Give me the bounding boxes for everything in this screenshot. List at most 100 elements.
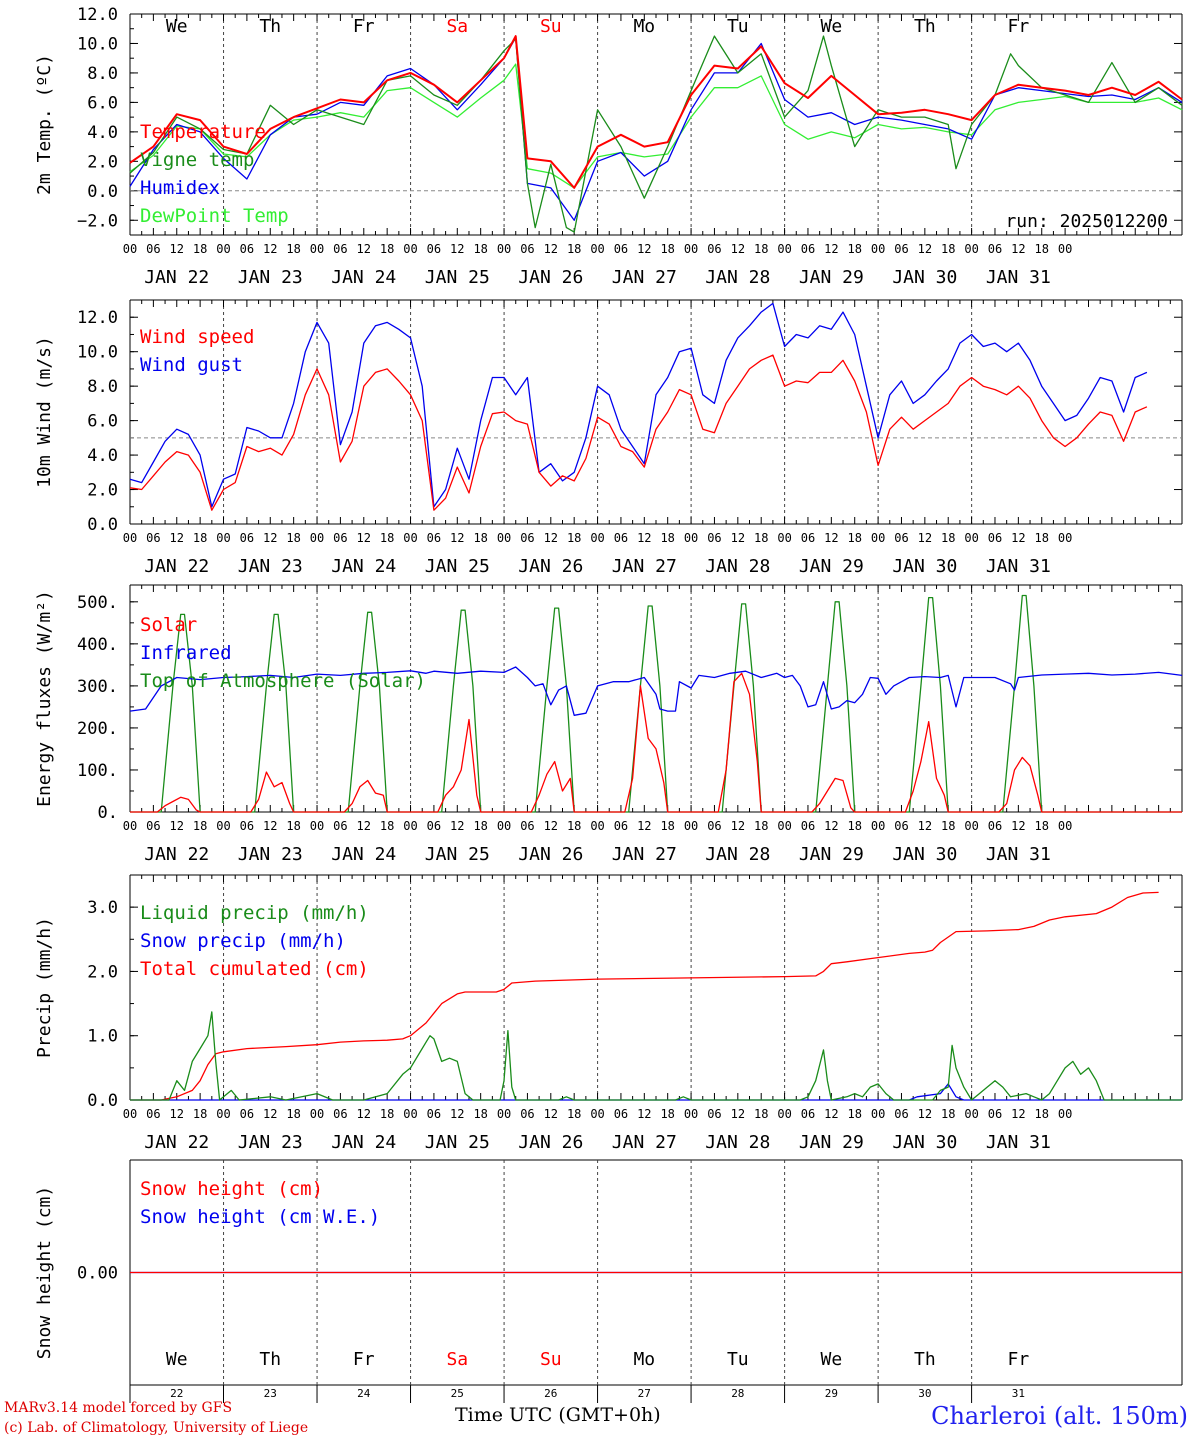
date-label: JAN 26: [518, 844, 583, 865]
hour-tick-label: 18: [567, 1107, 581, 1121]
weekday-label: Fr: [353, 1349, 375, 1370]
hour-tick-label: 18: [567, 531, 581, 545]
legend-entry: Wind gust: [140, 354, 243, 376]
hour-tick-label: 18: [1035, 242, 1049, 256]
hour-tick-label: 00: [497, 819, 511, 833]
date-label: JAN 31: [986, 556, 1051, 577]
hour-tick-label: 00: [216, 531, 230, 545]
y-tick-label: 2.0: [87, 962, 118, 982]
hour-tick-label: 18: [193, 819, 207, 833]
hour-tick-label: 12: [170, 531, 184, 545]
hour-tick-label: 18: [941, 531, 955, 545]
hour-tick-label: 18: [754, 1107, 768, 1121]
hour-tick-label: 12: [637, 1107, 651, 1121]
legend-entry: Solar: [140, 614, 197, 636]
hour-tick-label: 00: [497, 531, 511, 545]
weekday-label: Su: [540, 1349, 562, 1370]
hour-tick-label: 18: [473, 819, 487, 833]
hour-tick-label: 00: [123, 819, 137, 833]
date-label: JAN 25: [425, 556, 490, 577]
hour-tick-label: 06: [427, 242, 441, 256]
y-tick-label: 12.0: [77, 308, 118, 328]
hour-tick-label: 00: [871, 531, 885, 545]
hour-tick-label: 06: [240, 531, 254, 545]
date-label: JAN 23: [238, 267, 303, 288]
hour-tick-label: 00: [684, 531, 698, 545]
hour-tick-label: 06: [988, 242, 1002, 256]
hour-tick-label: 06: [801, 1107, 815, 1121]
hour-tick-label: 12: [357, 531, 371, 545]
day-number-label: 28: [731, 1387, 744, 1400]
hour-tick-label: 12: [357, 242, 371, 256]
y-tick-label: 200.: [77, 719, 118, 739]
hour-tick-label: 18: [473, 531, 487, 545]
hour-tick-label: 18: [380, 819, 394, 833]
hour-tick-label: 06: [894, 1107, 908, 1121]
hour-tick-label: 06: [988, 819, 1002, 833]
weekday-label: We: [166, 16, 188, 37]
date-label: JAN 28: [705, 1132, 770, 1153]
hour-tick-label: 00: [1058, 531, 1072, 545]
hour-tick-label: 00: [497, 1107, 511, 1121]
series-line-liquid-precip-mm-h-: [130, 1011, 1182, 1101]
hour-tick-label: 18: [941, 242, 955, 256]
date-label: JAN 26: [518, 1132, 583, 1153]
hour-tick-label: 12: [918, 242, 932, 256]
hour-tick-label: 18: [567, 819, 581, 833]
hour-tick-label: 06: [146, 819, 160, 833]
y-tick-label: 0.0: [87, 182, 118, 202]
hour-tick-label: 00: [1058, 819, 1072, 833]
date-label: JAN 22: [144, 1132, 209, 1153]
weekday-label: Sa: [446, 1349, 468, 1370]
y-tick-label: 8.0: [87, 64, 118, 84]
hour-tick-label: 00: [964, 1107, 978, 1121]
hour-tick-label: 18: [567, 242, 581, 256]
hour-tick-label: 18: [286, 819, 300, 833]
date-label: JAN 30: [892, 844, 957, 865]
date-label: JAN 24: [331, 556, 396, 577]
hour-tick-label: 00: [777, 819, 791, 833]
hour-tick-label: 12: [918, 531, 932, 545]
date-label: JAN 30: [892, 267, 957, 288]
series-line-dewpoint-temp: [129, 63, 1183, 189]
series-line-infrared: [129, 666, 1183, 716]
date-label: JAN 28: [705, 556, 770, 577]
weekday-label: Th: [914, 16, 936, 37]
y-tick-label: 6.0: [87, 93, 118, 113]
series-line-top-of-atmosphere-solar-: [130, 594, 1182, 813]
y-tick-label: 0.00: [77, 1264, 118, 1284]
hour-tick-label: 06: [427, 819, 441, 833]
hour-tick-label: 12: [544, 1107, 558, 1121]
hour-tick-label: 18: [660, 531, 674, 545]
hour-tick-label: 12: [637, 531, 651, 545]
hour-tick-label: 00: [684, 242, 698, 256]
hour-tick-label: 06: [427, 1107, 441, 1121]
hour-tick-label: 12: [450, 1107, 464, 1121]
hour-tick-label: 06: [988, 531, 1002, 545]
y-axis-label: 10m Wind (m/s): [34, 336, 55, 488]
hour-tick-label: 00: [871, 242, 885, 256]
legend-entry: Wind speed: [140, 326, 254, 348]
hour-tick-label: 12: [731, 1107, 745, 1121]
day-number-label: 26: [544, 1387, 557, 1400]
hour-tick-label: 00: [590, 1107, 604, 1121]
day-number-label: 23: [264, 1387, 277, 1400]
hour-tick-label: 06: [801, 242, 815, 256]
hour-tick-label: 06: [614, 531, 628, 545]
y-tick-label: 10.0: [77, 343, 118, 363]
hour-tick-label: 00: [684, 819, 698, 833]
weekday-label: Su: [540, 16, 562, 37]
weekday-label: Fr: [353, 16, 375, 37]
y-tick-label: 400.: [77, 635, 118, 655]
day-number-label: 24: [357, 1387, 371, 1400]
hour-tick-label: 18: [286, 1107, 300, 1121]
hour-tick-label: 18: [847, 242, 861, 256]
hour-tick-label: 00: [123, 242, 137, 256]
date-label: JAN 25: [425, 267, 490, 288]
hour-tick-label: 12: [1011, 242, 1025, 256]
series-line-vigne-temp: [129, 35, 1183, 233]
hour-tick-label: 18: [380, 242, 394, 256]
date-label: JAN 28: [705, 267, 770, 288]
hour-tick-label: 18: [473, 1107, 487, 1121]
hour-tick-label: 12: [824, 531, 838, 545]
